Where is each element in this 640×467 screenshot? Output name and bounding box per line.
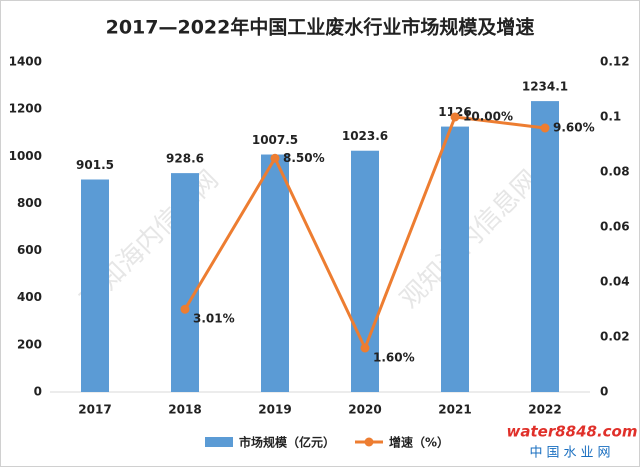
line-value-label: 8.50%: [283, 151, 325, 165]
chart-title: 2017—2022年中国工业废水行业市场规模及增速: [106, 16, 535, 39]
y2-tick-label: 0.08: [600, 165, 630, 179]
line-marker: [540, 123, 550, 133]
y-tick-label: 400: [17, 290, 42, 304]
bar-value-label: 1126: [438, 105, 471, 119]
y2-tick-label: 0.06: [600, 220, 630, 234]
bar-value-label: 1234.1: [522, 80, 568, 94]
y2-tick-label: 0: [600, 385, 608, 399]
x-tick-label: 2018: [168, 403, 201, 417]
bar-value-label: 901.5: [76, 158, 114, 172]
y-tick-label: 800: [17, 196, 42, 210]
legend-swatch: [205, 437, 233, 447]
y2-tick-label: 0.1: [600, 110, 621, 124]
bar: [171, 173, 199, 392]
legend-swatch: [364, 437, 374, 447]
bar: [531, 101, 559, 392]
x-tick-label: 2022: [528, 403, 561, 417]
y2-tick-label: 0.12: [600, 55, 630, 69]
line-marker: [450, 112, 460, 122]
legend-label: 市场规模（亿元）: [239, 435, 335, 450]
logo-subtitle: 中国水业网: [529, 446, 614, 461]
line-value-label: 10.00%: [463, 110, 513, 124]
x-tick-label: 2021: [438, 403, 471, 417]
y-tick-label: 600: [17, 243, 42, 257]
bar: [441, 126, 469, 392]
x-tick-label: 2017: [78, 403, 111, 417]
y-tick-label: 0: [34, 385, 42, 399]
bar: [81, 179, 109, 392]
y-tick-label: 1000: [9, 149, 42, 163]
legend-label: 增速（%）: [389, 435, 449, 450]
y2-tick-label: 0.04: [600, 275, 630, 289]
y-tick-label: 200: [17, 337, 42, 351]
y2-tick-label: 0.02: [600, 330, 630, 344]
line-marker: [360, 343, 370, 353]
y-tick-label: 1200: [9, 102, 42, 116]
bar: [261, 154, 289, 392]
bar-value-label: 928.6: [166, 152, 204, 166]
line-value-label: 3.01%: [193, 312, 235, 326]
line-marker: [270, 153, 280, 163]
line-value-label: 1.60%: [373, 351, 415, 365]
y-tick-label: 1400: [9, 55, 42, 69]
x-tick-label: 2019: [258, 403, 291, 417]
line-value-label: 9.60%: [553, 121, 595, 135]
bar-value-label: 1023.6: [342, 129, 388, 143]
bar-value-label: 1007.5: [252, 133, 298, 147]
logo-brand: water8848.com: [507, 423, 638, 441]
line-marker: [180, 304, 190, 314]
x-tick-label: 2020: [348, 403, 381, 417]
